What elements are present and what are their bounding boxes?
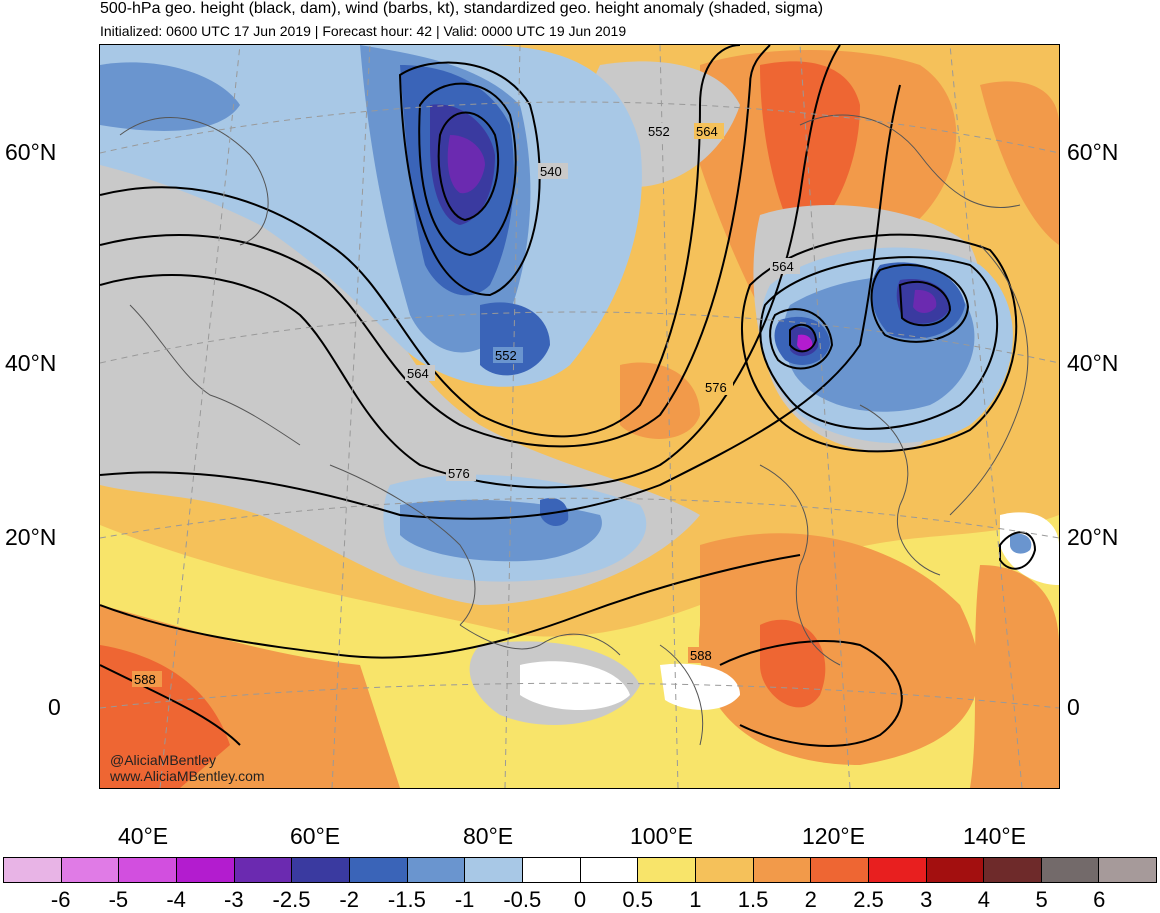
colorbar-label: 1.5 (737, 887, 769, 912)
colorbar-swatch (638, 858, 696, 882)
colorbar-swatch (695, 858, 754, 882)
lat-label-60n-left: 60°N (5, 139, 57, 165)
contour-label: 576 (448, 466, 470, 481)
contour-east-left (769, 308, 834, 370)
map-svg: 540 552 564 552 564 564 576 576 588 588 (100, 45, 1059, 788)
lon-label-60e: 60°E (290, 823, 341, 849)
anomaly-kamchatka-orange (980, 81, 1059, 245)
contour-540-low (437, 111, 500, 222)
anomaly-siberia-red (760, 61, 860, 245)
lat-label-60n-right: 60°N (1067, 139, 1119, 165)
gridlines (100, 45, 1059, 788)
colorbar-swatch (119, 858, 177, 882)
contour-label: 552 (495, 348, 517, 363)
contour-label: 588 (134, 672, 156, 687)
map-title: 500-hPa geo. height (black, dam), wind (… (100, 0, 824, 17)
anomaly-pacific-orange (970, 565, 1059, 788)
contour-564-east (759, 256, 999, 430)
colorbar-label: 0.5 (622, 887, 653, 912)
contour-588-north (100, 554, 801, 659)
colorbar-swatch (580, 858, 639, 882)
colorbar-swatch (4, 858, 62, 882)
colorbar-swatch (926, 858, 985, 882)
contour-pacific-closed (999, 531, 1037, 570)
credit-handle: @AliciaMBentley (110, 752, 217, 768)
lat-label-20n-left: 20°N (5, 524, 57, 550)
map-panel: 540 552 564 552 564 564 576 576 588 588 (99, 44, 1060, 789)
anomaly-trough-purple (447, 135, 485, 194)
contour-label: 576 (705, 380, 727, 395)
contour-576-west (100, 45, 841, 489)
contour-588-scs (719, 640, 903, 747)
colorbar-label: 2 (804, 887, 817, 912)
colorbar-swatch (811, 858, 869, 882)
contour-label: 564 (696, 124, 718, 139)
colorbar-swatch (1099, 858, 1157, 882)
anomaly-sea-white (660, 663, 740, 710)
colorbar-swatch (61, 858, 120, 882)
contour-570-east (741, 233, 1018, 453)
lat-label-40n-right: 40°N (1067, 350, 1119, 376)
anomaly-east-low-left-magenta (797, 334, 813, 351)
colorbar-swatch (984, 858, 1042, 882)
contour-552-low (398, 61, 541, 297)
contour-582 (100, 84, 901, 520)
lon-label-140e: 140°E (963, 823, 1026, 849)
colorbar-swatch (176, 858, 235, 882)
colorbar-label: -1 (454, 887, 475, 912)
colorbar-label: 1 (689, 887, 702, 912)
contour-570-west (100, 45, 771, 448)
colorbar-label: -1.5 (387, 887, 426, 912)
lat-label-20n-right: 20°N (1067, 524, 1119, 550)
colorbar (3, 857, 1157, 883)
colorbar-label: -6 (50, 887, 71, 912)
contour-east-right (870, 263, 970, 343)
contour-east-right-inner (898, 280, 952, 327)
colorbar-swatch (522, 858, 581, 882)
contour-label: 540 (540, 164, 562, 179)
anomaly-scs-orange (698, 533, 979, 765)
contour-546-low (418, 82, 517, 257)
coastlines (119, 114, 1029, 746)
colorbar-label: 6 (1093, 887, 1106, 912)
lon-label-120e: 120°E (802, 823, 865, 849)
colorbar-label: -2.5 (272, 887, 311, 912)
colorbar-label: -4 (166, 887, 186, 912)
lon-label-40e: 40°E (118, 823, 169, 849)
contour-label: 588 (690, 648, 712, 663)
contour-label: 564 (772, 259, 794, 274)
colorbar-swatch (407, 858, 466, 882)
contour-588-africa (100, 664, 241, 746)
anomaly-bay-white (520, 661, 630, 710)
colorbar-swatch (349, 858, 408, 882)
colorbar-swatch (292, 858, 350, 882)
colorbar-label: -2 (339, 887, 359, 912)
lon-label-100e: 100°E (630, 823, 693, 849)
colorbar-label: -3 (224, 887, 244, 912)
colorbar-label: 2.5 (853, 887, 884, 912)
colorbar-swatch (234, 858, 293, 882)
anomaly-east-low-right-purple (913, 289, 937, 313)
colorbar-swatch (868, 858, 927, 882)
colorbar-label: 5 (1035, 887, 1048, 912)
lat-label-0-right: 0 (1067, 694, 1080, 720)
lat-label-40n-left: 40°N (5, 350, 57, 376)
map-subtitle: Initialized: 0600 UTC 17 Jun 2019 | Fore… (100, 23, 627, 39)
anomaly-scandinavia-blue (100, 62, 240, 131)
credit-website[interactable]: www.AliciaMBentley.com (110, 768, 265, 784)
lon-label-80e: 80°E (463, 823, 514, 849)
colorbar-label: 4 (977, 887, 991, 912)
contour-label: 564 (407, 366, 429, 381)
colorbar-swatch (465, 858, 523, 882)
colorbar-label: 3 (920, 887, 933, 912)
colorbar-label: -0.5 (503, 887, 542, 912)
colorbar-label: -5 (108, 887, 129, 912)
lat-label-0-left: 0 (48, 694, 61, 720)
colorbar-swatch (753, 858, 812, 882)
colorbar-swatch (1041, 858, 1100, 882)
contour-label: 552 (648, 124, 670, 139)
anomaly-pacific-blue (1010, 533, 1032, 554)
colorbar-label: 0 (573, 887, 587, 912)
contour-east-left-inner (789, 323, 818, 353)
